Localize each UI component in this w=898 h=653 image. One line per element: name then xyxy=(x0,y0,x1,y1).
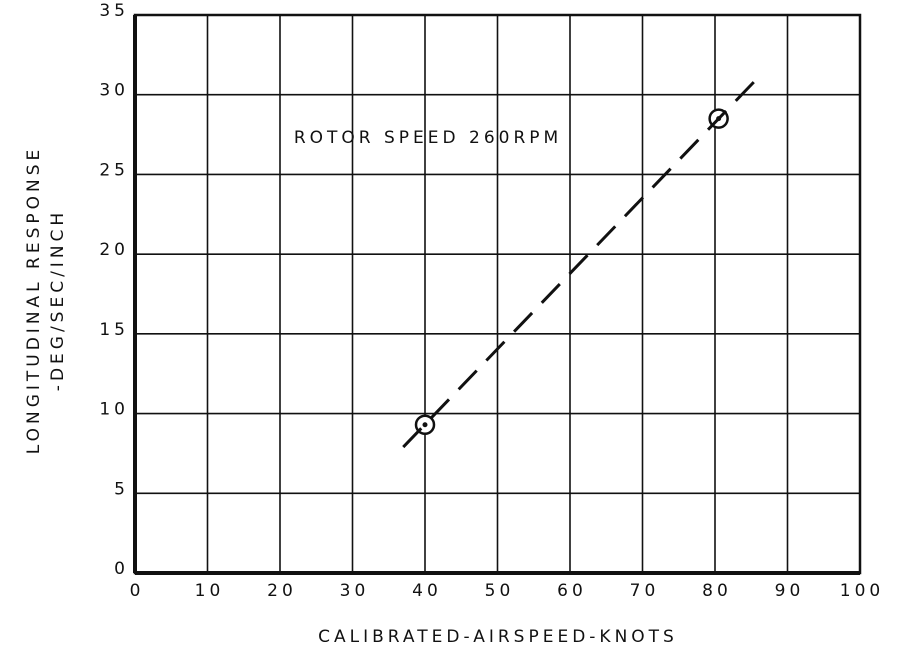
y-tick-label: 5 xyxy=(114,479,129,499)
x-tick-label: 20 xyxy=(267,581,297,601)
marker-part xyxy=(422,422,428,428)
y-tick-label: 15 xyxy=(99,320,129,340)
x-axis-label: CALIBRATED-AIRSPEED-KNOTS xyxy=(318,627,678,647)
y-tick-label: 35 xyxy=(99,1,129,21)
x-tick-label: 70 xyxy=(630,581,660,601)
x-tick-label: 80 xyxy=(702,581,732,601)
y-tick-label: 30 xyxy=(99,81,129,101)
y-tick-label: 10 xyxy=(99,400,129,420)
y-axis-label: LONGITUDINAL RESPONSE xyxy=(24,146,44,455)
y-axis-label: -DEG/SEC/INCH xyxy=(48,209,68,391)
y-tick-label: 20 xyxy=(99,240,129,260)
annotation: ROTOR SPEED 260RPM xyxy=(294,128,562,148)
x-tick-label: 50 xyxy=(485,581,515,601)
x-tick-label: 60 xyxy=(557,581,587,601)
x-tick-label: 40 xyxy=(412,581,442,601)
x-tick-label: 10 xyxy=(195,581,225,601)
y-tick-label: 0 xyxy=(114,559,129,579)
x-tick-label: 90 xyxy=(775,581,805,601)
x-tick-label: 100 xyxy=(840,581,884,601)
fit-line xyxy=(402,76,760,449)
x-tick-label: 0 xyxy=(130,581,145,601)
y-tick-label: 25 xyxy=(99,160,129,180)
x-tick-label: 30 xyxy=(340,581,370,601)
